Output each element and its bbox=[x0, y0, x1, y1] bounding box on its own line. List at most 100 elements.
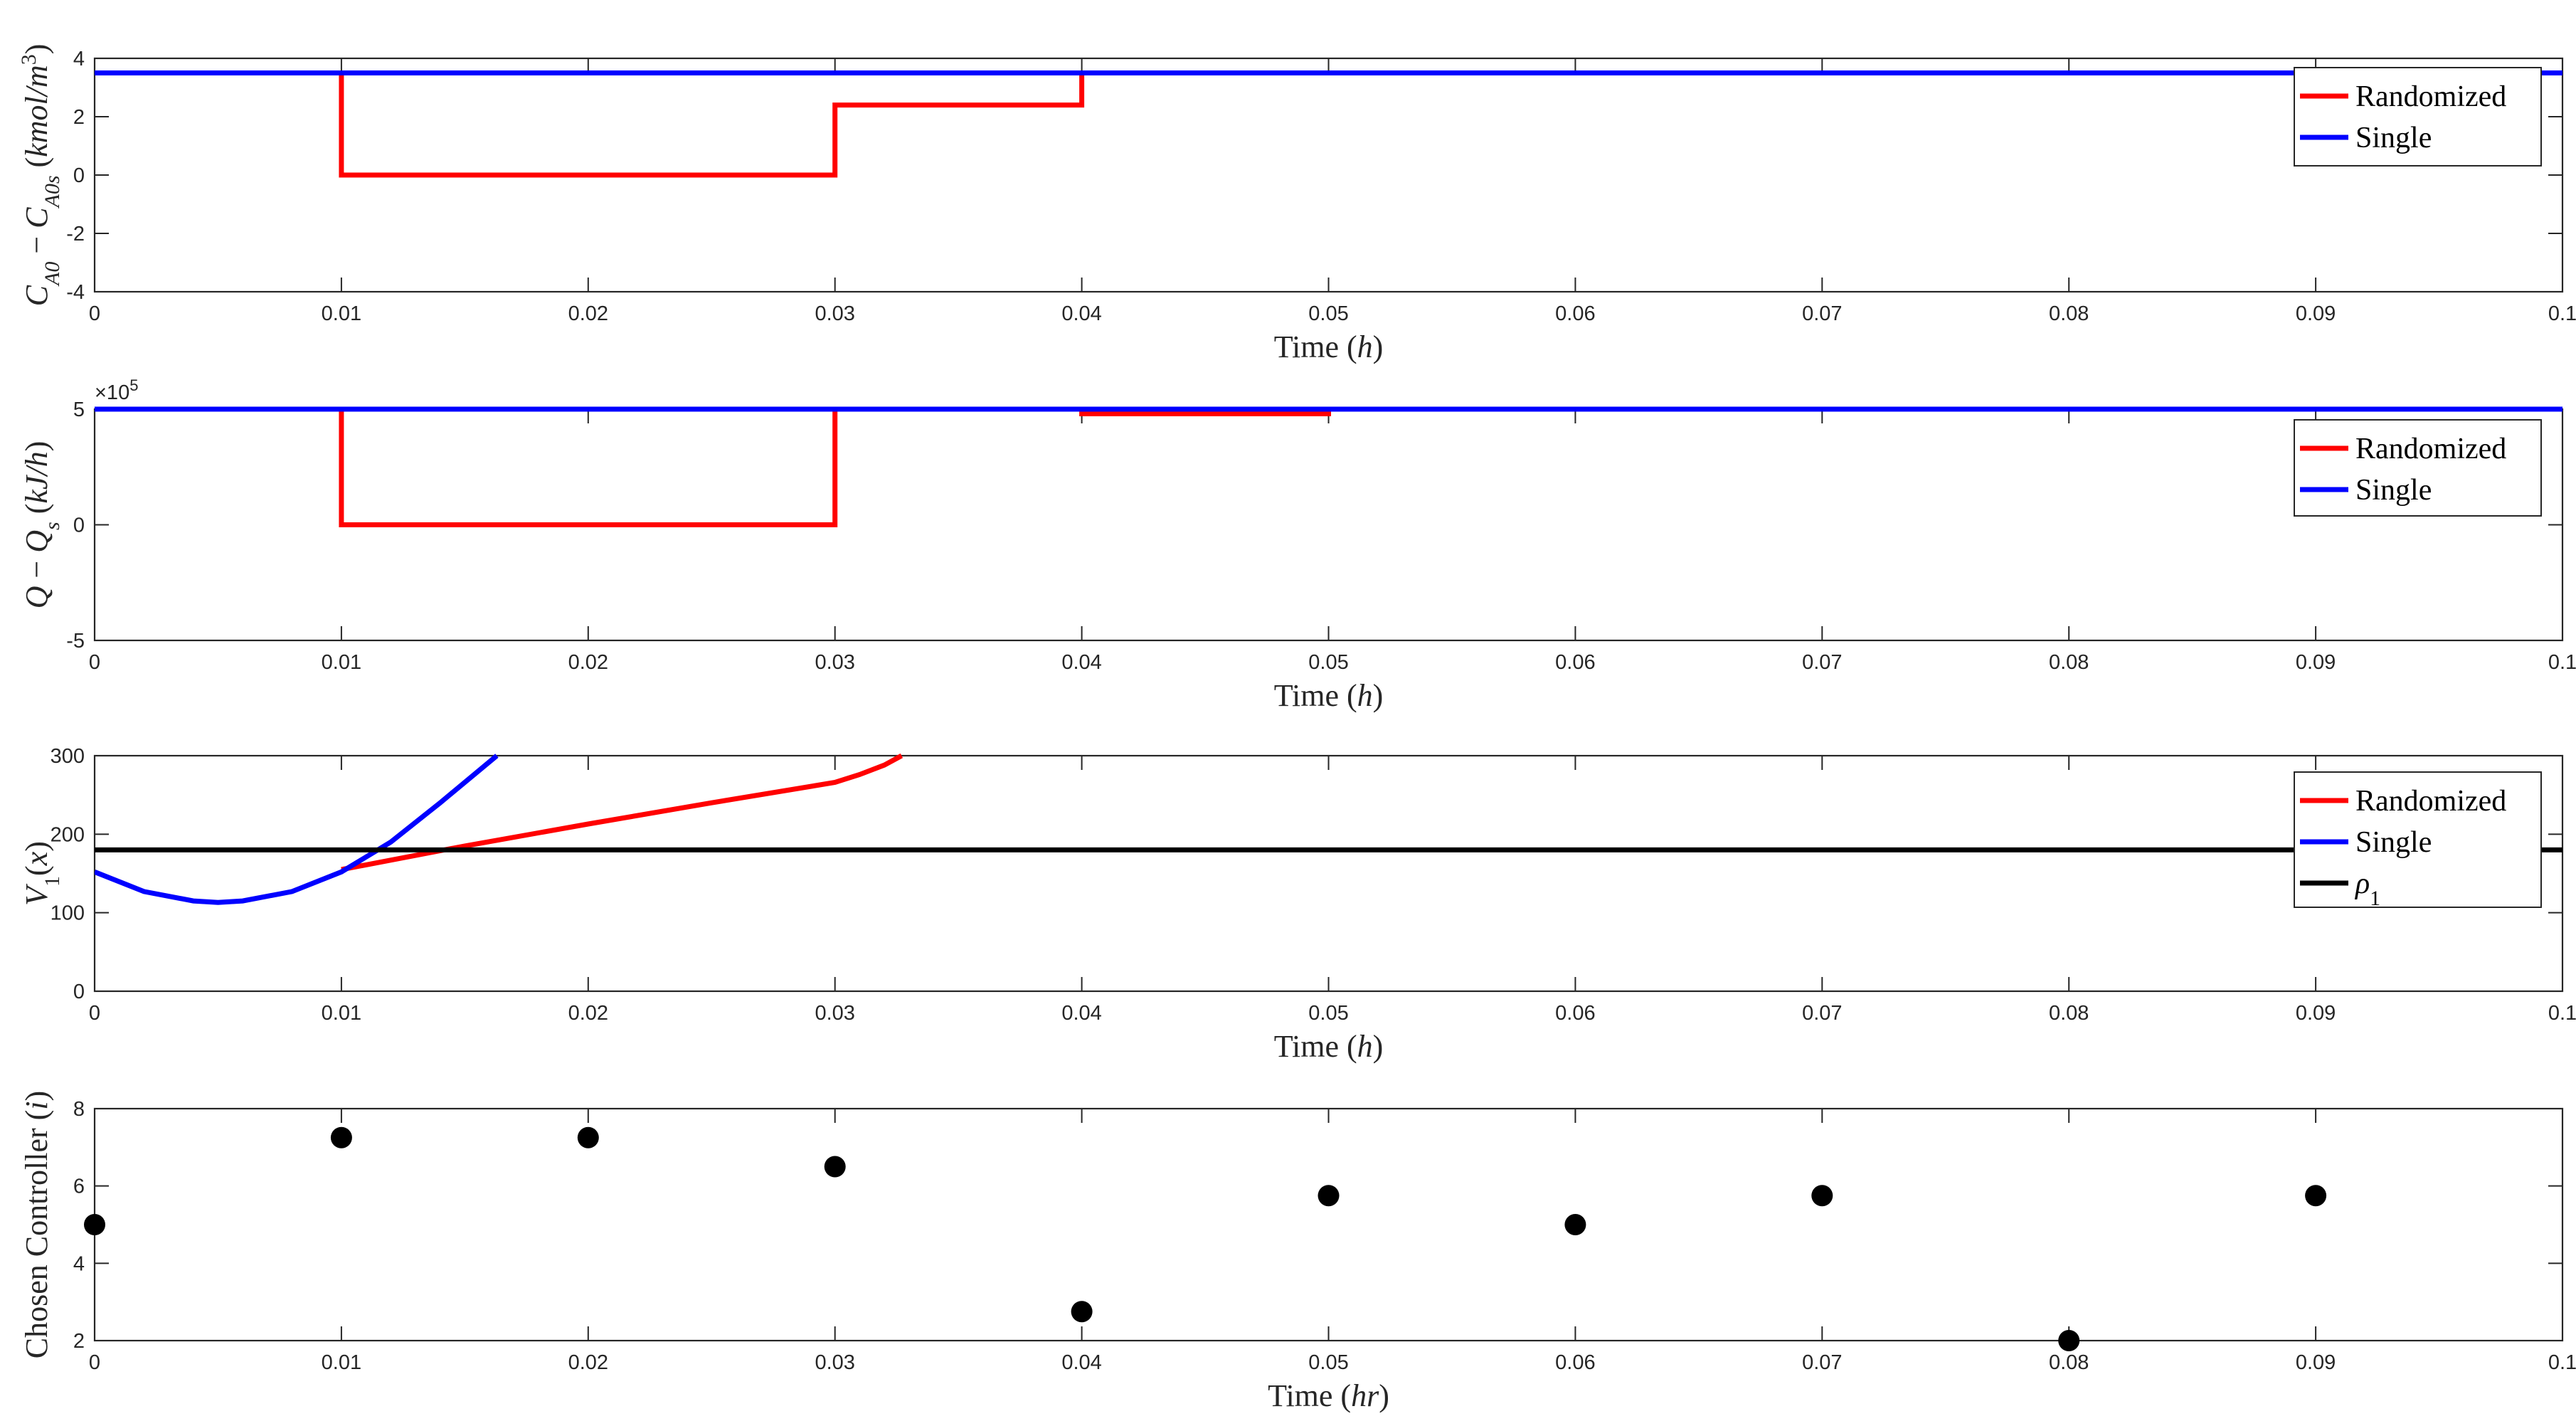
x-tick-label: 0.05 bbox=[1308, 651, 1348, 674]
series-line-randomized bbox=[95, 406, 2562, 527]
x-tick-label: 0.1 bbox=[2548, 302, 2576, 325]
scatter-point bbox=[2305, 1185, 2327, 1207]
scatter-point bbox=[84, 1214, 105, 1235]
x-tick-label: 0.03 bbox=[815, 1351, 854, 1374]
plot-area bbox=[95, 70, 2562, 178]
x-tick-label: 0.01 bbox=[322, 1002, 361, 1025]
x-tick-label: 0.09 bbox=[2296, 302, 2336, 325]
axes-box bbox=[93, 754, 2564, 993]
legend: Randomized Single bbox=[2294, 67, 2542, 167]
x-tick-label: 0.07 bbox=[1802, 1351, 1842, 1374]
x-tick-label: 0.01 bbox=[322, 651, 361, 674]
y-axis-label: CA0 − CA0s (kmol/m3) bbox=[17, 44, 64, 307]
y-tick-label: 2 bbox=[73, 106, 85, 129]
x-tick-label: 0.04 bbox=[1061, 302, 1101, 325]
legend-label-0: Randomized bbox=[2355, 80, 2506, 113]
x-tick-label: 0.1 bbox=[2548, 1002, 2576, 1025]
x-tick-label: 0.08 bbox=[2049, 1351, 2089, 1374]
legend: Randomized Single bbox=[2294, 419, 2542, 517]
y-tick-label: 300 bbox=[51, 745, 85, 768]
scatter-point bbox=[824, 1156, 846, 1178]
y-tick-label: 5 bbox=[73, 398, 85, 421]
x-tick-label: 0.05 bbox=[1308, 302, 1348, 325]
x-axis-label: Time (hr) bbox=[1268, 1378, 1389, 1413]
y-tick-label: 0 bbox=[73, 164, 85, 187]
legend: Randomized Single ρ1 bbox=[2294, 771, 2542, 910]
y-tick-label: 2 bbox=[73, 1330, 85, 1353]
y-tick-label: 4 bbox=[73, 1252, 85, 1275]
legend-box bbox=[2294, 67, 2542, 167]
x-tick-label: 0.05 bbox=[1308, 1002, 1348, 1025]
scatter-point bbox=[1564, 1214, 1586, 1235]
x-tick-label: 0.07 bbox=[1802, 1002, 1842, 1025]
legend-label-1: Single bbox=[2355, 474, 2432, 507]
x-tick-label: 0.08 bbox=[2049, 302, 2089, 325]
y-tick-label: -5 bbox=[66, 630, 85, 653]
legend-label-0: Randomized bbox=[2355, 785, 2506, 818]
x-tick-label: 0.06 bbox=[1555, 651, 1595, 674]
x-tick-label: 0.02 bbox=[568, 1002, 608, 1025]
x-tick-label: 0.02 bbox=[568, 302, 608, 325]
scatter-point bbox=[2058, 1330, 2080, 1351]
scatter-point bbox=[1811, 1185, 1833, 1207]
y-tick-label: 6 bbox=[73, 1176, 85, 1198]
x-tick-label: 0.09 bbox=[2296, 1351, 2336, 1374]
scatter-point bbox=[577, 1126, 599, 1148]
y-tick-label: 200 bbox=[51, 823, 85, 846]
plot-area bbox=[95, 753, 2562, 905]
x-tick-label: 0.1 bbox=[2548, 1351, 2576, 1374]
x-tick-label: 0 bbox=[89, 651, 100, 674]
x-tick-label: 0.09 bbox=[2296, 1002, 2336, 1025]
x-tick-label: 0.08 bbox=[2049, 651, 2089, 674]
axes-box bbox=[93, 1107, 2564, 1342]
x-axis-label: Time (h) bbox=[1274, 678, 1384, 713]
legend-box bbox=[2294, 419, 2542, 517]
x-tick-label: 0.02 bbox=[568, 651, 608, 674]
y-tick-label: 0 bbox=[73, 981, 85, 1003]
scatter-point bbox=[1318, 1185, 1340, 1207]
x-tick-label: 0.09 bbox=[2296, 651, 2336, 674]
x-tick-label: 0.05 bbox=[1308, 1351, 1348, 1374]
series-line-randomized bbox=[341, 753, 903, 872]
panel-3: 0 0.01 0.02 0.03 0.04 0.05 0.06 0.07 0.08 0.09 0.1… bbox=[19, 745, 2576, 1064]
x-tick-label: 0.01 bbox=[322, 302, 361, 325]
y-tick-label: 8 bbox=[73, 1098, 85, 1121]
legend-label-2: ρ1 bbox=[2354, 867, 2380, 910]
x-tick-label: 0.06 bbox=[1555, 1351, 1595, 1374]
series-line-randomized bbox=[95, 70, 2562, 178]
x-tick-label: 0.03 bbox=[815, 651, 854, 674]
x-tick-label: 0 bbox=[89, 1351, 100, 1374]
x-tick-label: 0.07 bbox=[1802, 651, 1842, 674]
y-tick-label: -2 bbox=[66, 223, 85, 245]
x-tick-label: 0.04 bbox=[1061, 1351, 1101, 1374]
x-tick-label: 0.03 bbox=[815, 302, 854, 325]
legend-label-1: Single bbox=[2355, 826, 2432, 859]
x-tick-label: 0.02 bbox=[568, 1351, 608, 1374]
scatter-point bbox=[330, 1126, 352, 1148]
y-axis-label: Chosen Controller (i) bbox=[19, 1091, 54, 1358]
x-tick-label: 0.06 bbox=[1555, 302, 1595, 325]
series-line-single bbox=[95, 754, 499, 905]
x-tick-label: 0 bbox=[89, 302, 100, 325]
y-tick-label: 4 bbox=[73, 48, 85, 70]
y-tick-label: 100 bbox=[51, 902, 85, 925]
x-tick-label: 0 bbox=[89, 1002, 100, 1025]
x-tick-label: 0.06 bbox=[1555, 1002, 1595, 1025]
x-tick-label: 0.04 bbox=[1061, 1002, 1101, 1025]
x-tick-label: 0.07 bbox=[1802, 302, 1842, 325]
scatter-point bbox=[1071, 1301, 1093, 1323]
x-tick-label: 0.08 bbox=[2049, 1002, 2089, 1025]
y-tick-label: -4 bbox=[66, 281, 85, 304]
y-tick-label: 0 bbox=[73, 514, 85, 537]
x-tick-label: 0.1 bbox=[2548, 651, 2576, 674]
x-axis-label: Time (h) bbox=[1274, 1029, 1384, 1064]
y-exponent-label: ×105 bbox=[95, 376, 138, 405]
x-tick-label: 0.03 bbox=[815, 1002, 854, 1025]
y-axis-label: V1(x) bbox=[19, 841, 64, 906]
panel-4: 0 0.01 0.02 0.03 0.04 0.05 0.06 0.07 0.08 0.09 0.1… bbox=[19, 1091, 2576, 1413]
panel-2: 0 0.01 0.02 0.03 0.04 0.05 0.06 0.07 0.08 0.09 0.1… bbox=[19, 376, 2576, 714]
y-axis-label: Q − Qs (kJ/h) bbox=[19, 441, 64, 609]
x-tick-label: 0.01 bbox=[322, 1351, 361, 1374]
plot-area bbox=[95, 406, 2562, 527]
